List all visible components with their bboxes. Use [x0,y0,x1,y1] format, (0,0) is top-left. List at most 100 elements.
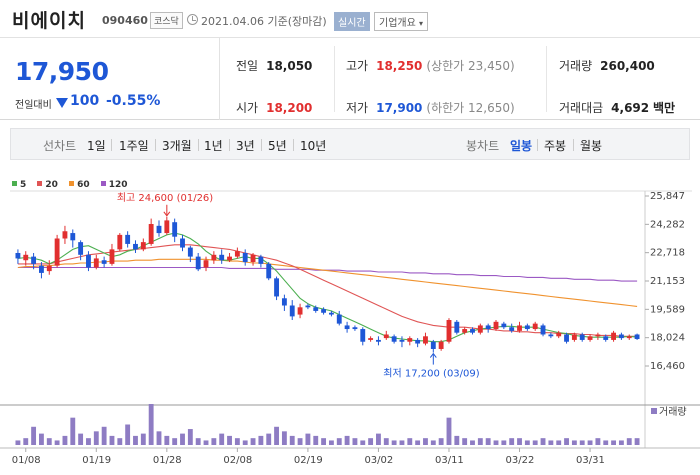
candle-body [23,254,29,261]
legend-swatch [100,181,106,186]
candle-body [195,256,201,270]
candle-body [93,258,99,268]
candle-body [101,260,107,264]
volume-bar [485,438,491,445]
candlestick-chart[interactable]: 25,847 24,282 22,718 21,153 19,589 18,024 16,4… [0,190,700,475]
tab-weekly[interactable]: 주봉 [544,139,567,153]
tab-3y[interactable]: 3년 [236,139,255,153]
tab-monthly[interactable]: 월봉 [580,139,603,153]
candle-body [352,327,358,330]
tab-5y[interactable]: 5년 [268,139,287,153]
candle-body [258,256,264,264]
change-label: 전일대비 [15,100,52,111]
volume-bar [556,440,562,445]
prev-close: 전일 18,050 [236,57,312,74]
volume-bar [70,417,76,445]
company-info-dropdown[interactable]: 기업개요 ▾ [374,12,429,31]
candle-body [164,220,170,234]
volume-bar [493,440,499,445]
volume-bar [415,440,421,445]
ma60-line [17,258,638,307]
volume-bar [250,438,256,445]
candle-chart-label: 봉차트 [466,139,500,153]
volume-bar [618,440,624,445]
volume-bar [462,438,468,445]
high-label: 고가 [346,59,369,73]
volume-bar [227,435,232,445]
volume-bar [524,440,530,445]
volume-bar [376,433,381,445]
candle-body [180,238,185,248]
volume-bar [509,438,515,445]
candle-body [509,327,515,331]
legend-label: 60 [77,180,90,190]
stock-header: 비에이치 090460 코스닥 2021.04.06 기준(장마감) 실시간 기… [0,0,700,38]
high-annotation: 최고 24,600 (01/26) [117,192,213,204]
volume-bar [172,438,178,445]
volume-bar [368,438,374,445]
candle-body [470,329,475,333]
candle-body [297,307,303,315]
tab-10y[interactable]: 10년 [300,139,327,153]
volume-bar [423,438,428,445]
volume-bar [195,438,201,445]
candle-body [399,339,405,342]
volume-bar [477,438,483,445]
low-arrow-head [429,352,437,358]
volume-bar [211,438,217,445]
quote-divider [546,46,547,112]
candle-body [140,242,146,250]
volume-bar [438,438,444,445]
candle-body [477,325,483,333]
x-tick-label: 02/19 [294,455,323,466]
legend-ma60: 60 [69,180,90,190]
candle-body [172,222,178,237]
candle-body [54,238,60,266]
volume-bar [39,433,44,445]
y-tick-label: 16,460 [650,361,685,372]
tab-1d[interactable]: 1일 [87,139,106,153]
realtime-button[interactable]: 실시간 [334,12,370,31]
y-tick-label: 22,718 [650,248,685,259]
turnover-value: 4,692 [611,101,650,115]
volume-bar [203,440,209,445]
candle-body [234,251,240,257]
y-tick-label: 24,282 [650,219,685,230]
tab-divider [111,139,112,151]
prev-close-value: 18,050 [266,59,313,73]
candle-body [125,234,131,244]
low-label: 저가 [346,101,369,115]
volume: 거래량 260,400 [559,57,655,74]
volume-bar [242,440,248,445]
candle-body [430,341,436,349]
tab-divider [155,139,156,151]
candle-body [250,254,256,263]
ma20-line [17,244,638,337]
volume-bar [407,438,413,445]
legend-ma120: 120 [100,180,128,190]
tab-1w[interactable]: 1주일 [119,139,149,153]
current-price: 17,950 [15,57,109,86]
ma-legend: 5 20 60 120 [12,180,136,190]
company-info-label: 기업개요 [379,18,416,29]
volume-bar [274,426,279,445]
tab-3m[interactable]: 3개월 [162,139,192,153]
clock-icon [187,14,198,25]
legend-swatch [69,181,75,186]
candle-body [564,334,569,342]
volume-bar [383,438,389,445]
x-tick-label: 01/19 [82,455,111,466]
volume-bar [164,435,170,445]
volume-bar [54,440,60,445]
tab-1y[interactable]: 1년 [204,139,223,153]
x-tick-label: 03/31 [576,455,605,466]
volume-bar [234,438,240,445]
candle-body [266,263,272,279]
low-annotation: 최저 17,200 (03/09) [383,368,479,380]
open-value: 18,200 [266,101,313,115]
candle-body [540,325,546,335]
low: 저가 17,900 (하한가 12,650) [346,99,515,116]
tab-daily[interactable]: 일봉 [510,139,533,153]
quote-divider [334,46,335,112]
candle-body [415,339,421,344]
